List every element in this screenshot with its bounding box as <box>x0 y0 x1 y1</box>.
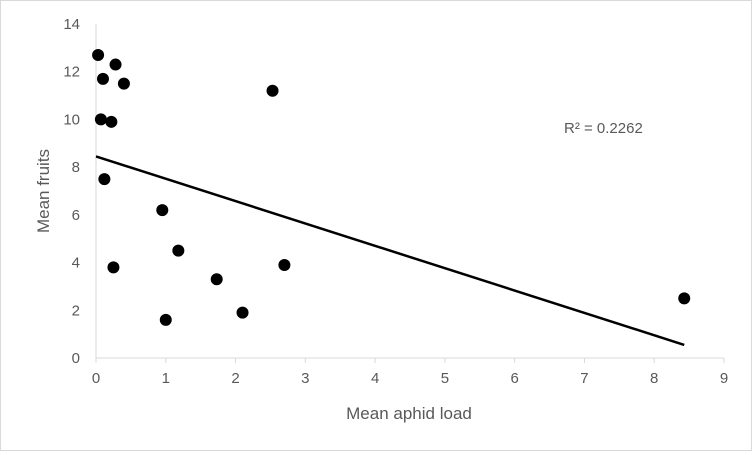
x-tick-label: 7 <box>580 370 588 387</box>
r-squared-label: R² = 0.2262 <box>564 120 643 137</box>
x-tick-label: 9 <box>720 370 728 387</box>
data-point <box>98 173 111 186</box>
y-tick-label: 12 <box>63 64 80 81</box>
y-axis-label: Mean fruits <box>34 149 53 233</box>
y-tick-label: 4 <box>72 255 80 272</box>
y-tick-label: 14 <box>63 16 80 33</box>
data-point <box>107 261 120 274</box>
x-tick-label: 5 <box>441 370 449 387</box>
data-point <box>266 84 279 97</box>
y-tick-labels: 0 2 4 6 8 10 12 14 <box>63 16 80 367</box>
data-point <box>94 113 107 126</box>
trendline <box>95 155 685 347</box>
data-point <box>117 77 130 90</box>
x-tick-label: 1 <box>162 370 170 387</box>
data-point <box>236 306 249 319</box>
x-tick-label: 4 <box>371 370 379 387</box>
data-point <box>278 258 291 271</box>
data-points <box>92 49 691 326</box>
y-tick-label: 2 <box>72 302 80 319</box>
y-tick-label: 8 <box>72 159 80 176</box>
data-point <box>210 273 223 286</box>
x-tick-label: 2 <box>231 370 239 387</box>
y-tick-label: 10 <box>63 111 80 128</box>
x-tick-labels: 0 1 2 3 4 5 6 7 8 9 <box>92 370 728 387</box>
x-axis-label: Mean aphid load <box>346 404 472 423</box>
x-tick-label: 3 <box>301 370 309 387</box>
data-point <box>156 204 169 217</box>
x-tick-label: 6 <box>510 370 518 387</box>
y-tick-label: 6 <box>72 207 80 224</box>
data-point <box>96 72 109 85</box>
data-point <box>109 58 122 71</box>
data-point <box>172 244 185 257</box>
data-point <box>159 313 172 326</box>
x-tick-label: 0 <box>92 370 100 387</box>
axes <box>95 24 725 363</box>
data-point <box>92 49 105 62</box>
x-tick-label: 8 <box>650 370 658 387</box>
data-point <box>105 115 118 128</box>
data-point <box>678 292 691 305</box>
y-tick-label: 0 <box>72 350 80 367</box>
